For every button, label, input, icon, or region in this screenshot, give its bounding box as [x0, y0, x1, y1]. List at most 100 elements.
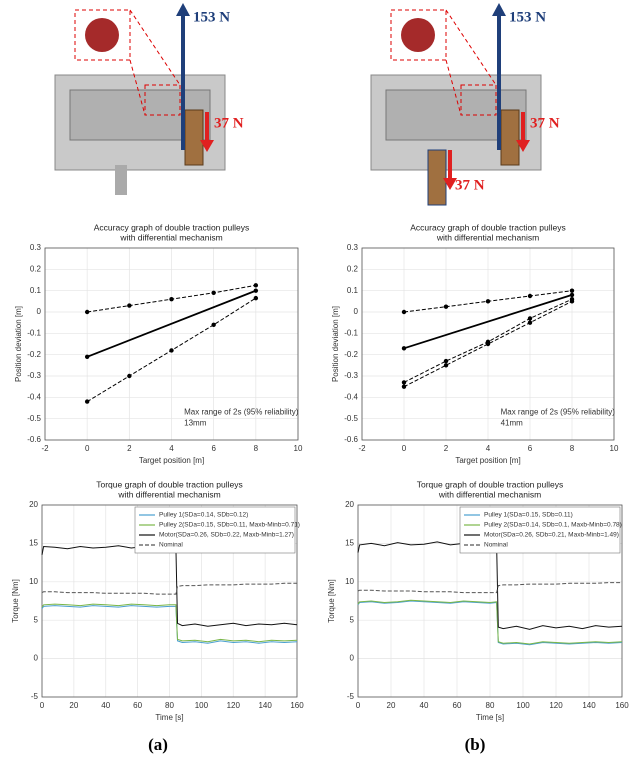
x-tick-label: 10	[294, 444, 303, 453]
y-tick-label: -0.2	[27, 350, 41, 359]
data-point	[528, 294, 532, 298]
legend-label: Motor(SDa=0.26, SDb=0.22, Maxb-Minb=1.27…	[159, 532, 294, 539]
data-point	[85, 355, 89, 359]
data-point	[402, 310, 406, 314]
x-tick-label: 80	[165, 701, 174, 710]
data-point	[402, 346, 406, 350]
data-point	[127, 303, 131, 307]
x-tick-label: 120	[227, 701, 241, 710]
pulley-block	[428, 150, 446, 205]
annotation: 41mm	[501, 418, 524, 427]
legend-label: Nominal	[484, 542, 508, 549]
y-tick-label: -0.6	[344, 435, 358, 444]
y-tick-label: 5	[34, 615, 39, 624]
machine-leg	[115, 165, 127, 195]
pulley-block	[501, 110, 519, 165]
x-tick-label: 8	[254, 444, 259, 453]
gear	[401, 18, 435, 52]
pulley-block	[185, 110, 203, 165]
y-tick-label: -0.3	[344, 371, 358, 380]
chart-title: with differential mechanism	[119, 232, 222, 242]
data-point	[570, 288, 574, 292]
legend-label: Motor(SDa=0.26, SDb=0.21, Maxb-Minb=1.49…	[484, 532, 619, 539]
x-tick-label: 0	[356, 701, 361, 710]
x-tick-label: -2	[358, 444, 366, 453]
legend-label: Pulley 2(SDa=0.14, SDb=0.1, Maxb-Minb=0.…	[484, 522, 622, 529]
data-point	[254, 296, 258, 300]
x-tick-label: 160	[290, 701, 304, 710]
y-tick-label: -5	[347, 692, 355, 701]
x-tick-label: 10	[610, 444, 619, 453]
x-tick-label: 8	[570, 444, 575, 453]
x-tick-label: 40	[101, 701, 110, 710]
x-axis-label: Target position [m]	[139, 456, 204, 465]
y-tick-label: 0.2	[30, 264, 42, 273]
panel-label: (a)	[148, 735, 168, 754]
y-tick-label: 0.3	[30, 243, 42, 252]
legend-label: Pulley 2(SDa=0.15, SDb=0.11, Maxb-Minb=0…	[159, 522, 300, 529]
data-point	[486, 299, 490, 303]
data-point	[169, 297, 173, 301]
x-tick-label: 100	[516, 701, 530, 710]
x-tick-label: 20	[387, 701, 396, 710]
y-tick-label: -5	[31, 692, 39, 701]
data-point	[402, 380, 406, 384]
x-tick-label: 120	[549, 701, 563, 710]
data-point	[211, 291, 215, 295]
y-tick-label: 15	[29, 539, 38, 548]
x-tick-label: 6	[528, 444, 533, 453]
force-label: 153 N	[193, 9, 230, 25]
chart-title: Accuracy graph of double traction pulley…	[94, 222, 249, 232]
y-tick-label: -0.4	[344, 392, 358, 401]
y-tick-label: -0.3	[27, 371, 41, 380]
x-tick-label: -2	[41, 444, 49, 453]
data-point	[444, 359, 448, 363]
y-axis-label: Position deviation [m]	[331, 306, 340, 382]
x-tick-label: 0	[40, 701, 45, 710]
x-tick-label: 80	[486, 701, 495, 710]
chart-title: with differential mechanism	[438, 489, 541, 499]
x-tick-label: 60	[453, 701, 462, 710]
chart-title: with differential mechanism	[436, 232, 539, 242]
x-tick-label: 60	[133, 701, 142, 710]
y-tick-label: 0.3	[347, 243, 359, 252]
zoom-line	[130, 10, 180, 85]
x-tick-label: 4	[169, 444, 174, 453]
data-point	[85, 310, 89, 314]
x-tick-label: 100	[195, 701, 209, 710]
y-tick-label: 0	[354, 307, 359, 316]
y-tick-label: 5	[350, 615, 355, 624]
legend-label: Pulley 1(SDa=0.15, SDb=0.11)	[484, 512, 573, 519]
y-tick-label: 0	[37, 307, 42, 316]
y-tick-label: -0.5	[344, 414, 358, 423]
legend-label: Nominal	[159, 542, 183, 549]
x-tick-label: 4	[486, 444, 491, 453]
arrow-head	[176, 3, 190, 16]
y-tick-label: 0	[350, 654, 355, 663]
x-axis-label: Time [s]	[155, 713, 183, 722]
data-point	[444, 304, 448, 308]
figure: 153 N 37 N 153 N 37 N 37 N (a) (b) Accur…	[0, 0, 633, 762]
annotation: 13mm	[184, 418, 207, 427]
y-tick-label: 0	[34, 654, 39, 663]
force-label: 37 N	[455, 177, 485, 193]
y-tick-label: -0.6	[27, 435, 41, 444]
x-tick-label: 0	[85, 444, 90, 453]
data-point	[444, 363, 448, 367]
y-tick-label: 15	[345, 539, 354, 548]
chart-title: Torque graph of double traction pulleys	[96, 479, 242, 489]
x-tick-label: 2	[127, 444, 132, 453]
chart-title: with differential mechanism	[117, 489, 220, 499]
y-tick-label: -0.4	[27, 392, 41, 401]
x-tick-label: 6	[211, 444, 216, 453]
gear	[85, 18, 119, 52]
legend-label: Pulley 1(SDa=0.14, SDb=0.12)	[159, 512, 248, 519]
x-tick-label: 140	[582, 701, 596, 710]
chart-title: Accuracy graph of double traction pulley…	[410, 222, 565, 232]
force-label: 37 N	[530, 115, 560, 131]
data-point	[570, 299, 574, 303]
data-point	[211, 323, 215, 327]
data-point	[127, 374, 131, 378]
data-point	[254, 288, 258, 292]
x-tick-label: 20	[69, 701, 78, 710]
